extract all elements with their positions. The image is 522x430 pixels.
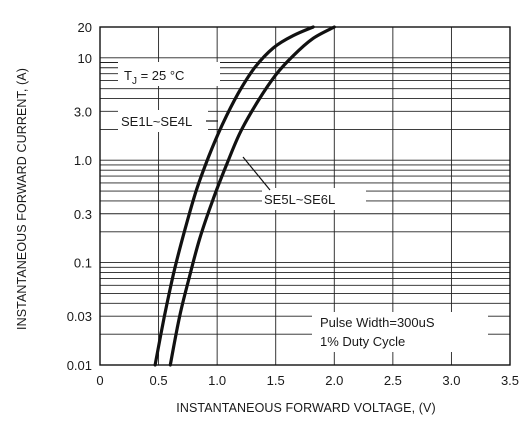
plot-frame-layer xyxy=(99,26,511,366)
y-tick-label: 0.03 xyxy=(67,309,92,324)
x-tick-label: 3.0 xyxy=(442,373,460,388)
series-label-se5l-se6l: SE5L~SE6L xyxy=(264,192,335,207)
curve-layer xyxy=(153,25,336,367)
y-tick-label: 20 xyxy=(78,20,92,35)
plot-frame xyxy=(99,26,511,366)
y-tick-label: 10 xyxy=(78,51,92,66)
x-axis-title: INSTANTANEOUS FORWARD VOLTAGE, (V) xyxy=(176,401,435,415)
x-tick-label: 0 xyxy=(96,373,103,388)
x-tick-label: 2.0 xyxy=(325,373,343,388)
temperature-label-bg xyxy=(118,62,220,86)
pulse-label-bg xyxy=(312,312,488,352)
series-label-se1l-se4l: SE1L~SE4L xyxy=(121,114,192,129)
series-label-1-bg xyxy=(118,110,208,132)
y-axis-title: INSTANTANEOUS FORWARD CURRENT, (A) xyxy=(15,68,29,330)
series-label-2-bg xyxy=(262,188,366,210)
x-tick-label: 3.5 xyxy=(501,373,519,388)
x-tick-label: 2.5 xyxy=(384,373,402,388)
x-tick-label: 0.5 xyxy=(150,373,168,388)
pulse-width-label: Pulse Width=300uS xyxy=(320,315,435,330)
y-tick-label: 0.3 xyxy=(74,207,92,222)
x-tick-label: 1.5 xyxy=(267,373,285,388)
series-line-2 xyxy=(168,25,336,367)
series-line-1 xyxy=(153,25,315,367)
x-tick-label: 1.0 xyxy=(208,373,226,388)
y-tick-label: 1.0 xyxy=(74,153,92,168)
duty-cycle-label: 1% Duty Cycle xyxy=(320,334,405,349)
y-tick-label: 0.1 xyxy=(74,256,92,271)
y-tick-label: 0.01 xyxy=(67,358,92,373)
annotations: TJ = 25 °C SE1L~SE4L SE5L~SE6L Pulse Wid… xyxy=(118,62,488,352)
temperature-label: TJ = 25 °C xyxy=(124,68,184,87)
tick-labels: 0 0.5 1.0 1.5 2.0 2.5 3.0 3.5 0.01 0.03 0.1 0.3 1.0 3… xyxy=(67,20,519,388)
y-tick-label: 3.0 xyxy=(74,104,92,119)
series-label-2-leader xyxy=(242,156,271,191)
